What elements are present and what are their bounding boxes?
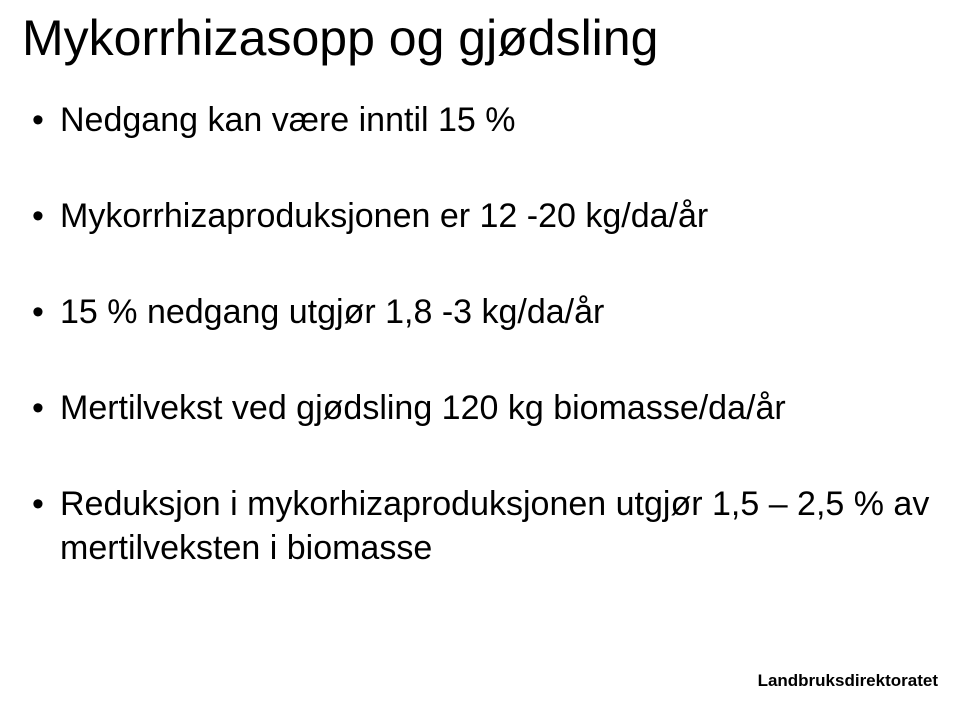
footer-label: Landbruksdirektoratet [758, 671, 938, 691]
list-item: 15 % nedgang utgjør 1,8 -3 kg/da/år [30, 290, 938, 334]
slide: Mykorrhizasopp og gjødsling Nedgang kan … [0, 0, 960, 709]
list-item: Reduksjon i mykorhizaproduksjonen utgjør… [30, 482, 938, 570]
bullet-list: Nedgang kan være inntil 15 % Mykorrhizap… [22, 98, 938, 571]
list-item: Mertilvekst ved gjødsling 120 kg biomass… [30, 386, 938, 430]
list-item: Mykorrhizaproduksjonen er 12 -20 kg/da/å… [30, 194, 938, 238]
slide-title: Mykorrhizasopp og gjødsling [22, 10, 938, 68]
list-item: Nedgang kan være inntil 15 % [30, 98, 938, 142]
